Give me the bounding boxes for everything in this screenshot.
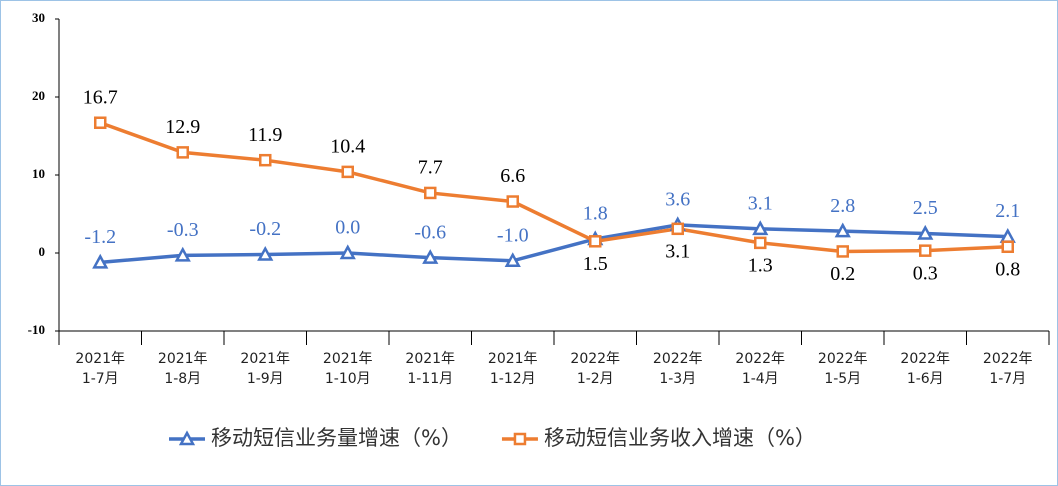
marker: [92, 253, 109, 269]
legend-label: 移动短信业务量增速（%）: [211, 426, 462, 450]
value-label: 2.5: [913, 197, 938, 219]
value-label: 2.8: [830, 195, 855, 217]
legend-label: 移动短信业务收入增速（%）: [544, 426, 816, 450]
marker: [176, 146, 189, 159]
y-tick-label: 10: [32, 166, 45, 181]
marker: [919, 244, 932, 257]
value-label: 6.6: [500, 165, 525, 187]
line: [100, 223, 1008, 265]
y-tick-label: 30: [32, 10, 45, 25]
x-tick-label: 2022年 1-3月: [652, 351, 703, 387]
value-label: 0.8: [995, 258, 1020, 280]
value-label: 3.6: [665, 189, 690, 211]
marker: [1001, 240, 1014, 254]
marker: [422, 249, 439, 264]
value-label: 16.7: [83, 86, 118, 108]
value-label: 1.8: [583, 203, 608, 225]
marker: [506, 195, 519, 208]
value-label: 1.3: [748, 254, 773, 276]
x-tick-label: 2022年 1-2月: [570, 351, 621, 387]
x-tick-label: 2022年 1-6月: [900, 351, 951, 387]
marker: [671, 222, 684, 236]
marker: [257, 245, 274, 261]
x-tick-label: 2021年 1-8月: [157, 351, 208, 387]
x-tick-label: 2021年 1-9月: [240, 351, 291, 387]
marker: [754, 236, 767, 250]
value-label: 12.9: [165, 116, 200, 138]
line: [99, 121, 1008, 254]
x-tick-label: 2021年 1-11月: [405, 351, 456, 387]
value-label: 2.1: [995, 200, 1020, 222]
x-tick-label: 2021年 1-7月: [75, 351, 126, 387]
y-tick-label: -10: [28, 322, 45, 337]
value-label: 0.0: [335, 217, 360, 239]
value-label: 1.5: [583, 253, 608, 275]
y-tick-label: 20: [32, 88, 45, 103]
value-label: 11.9: [248, 124, 282, 146]
value-label: -0.3: [167, 219, 199, 241]
marker: [94, 116, 107, 129]
marker: [836, 245, 849, 258]
marker: [174, 246, 191, 262]
value-label: 0.2: [830, 263, 855, 285]
value-label: 10.4: [330, 135, 365, 157]
x-tick-label: 2022年 1-4月: [735, 351, 786, 387]
y-tick-label: 0: [39, 244, 46, 259]
marker: [999, 228, 1016, 243]
value-label: 0.3: [913, 262, 938, 284]
marker: [834, 222, 851, 238]
x-tick-label: 2021年 1-10月: [322, 351, 373, 387]
marker: [917, 224, 934, 240]
marker: [589, 235, 602, 248]
marker: [424, 186, 437, 200]
value-label: 3.1: [665, 240, 690, 262]
value-label: 7.7: [418, 157, 443, 179]
marker: [339, 244, 356, 260]
value-label: 3.1: [748, 192, 773, 214]
marker: [752, 220, 769, 236]
value-label: -1.2: [84, 226, 116, 248]
x-tick-label: 2022年 1-7月: [982, 351, 1033, 387]
value-label: -0.2: [249, 218, 281, 240]
marker: [259, 153, 272, 167]
value-label: -1.0: [497, 224, 529, 246]
marker: [178, 430, 196, 446]
x-tick-label: 2021年 1-12月: [487, 351, 538, 387]
marker: [341, 165, 354, 179]
marker: [513, 432, 527, 446]
value-label: -0.6: [414, 221, 446, 243]
x-tick-label: 2022年 1-5月: [817, 351, 868, 387]
marker: [504, 252, 521, 268]
